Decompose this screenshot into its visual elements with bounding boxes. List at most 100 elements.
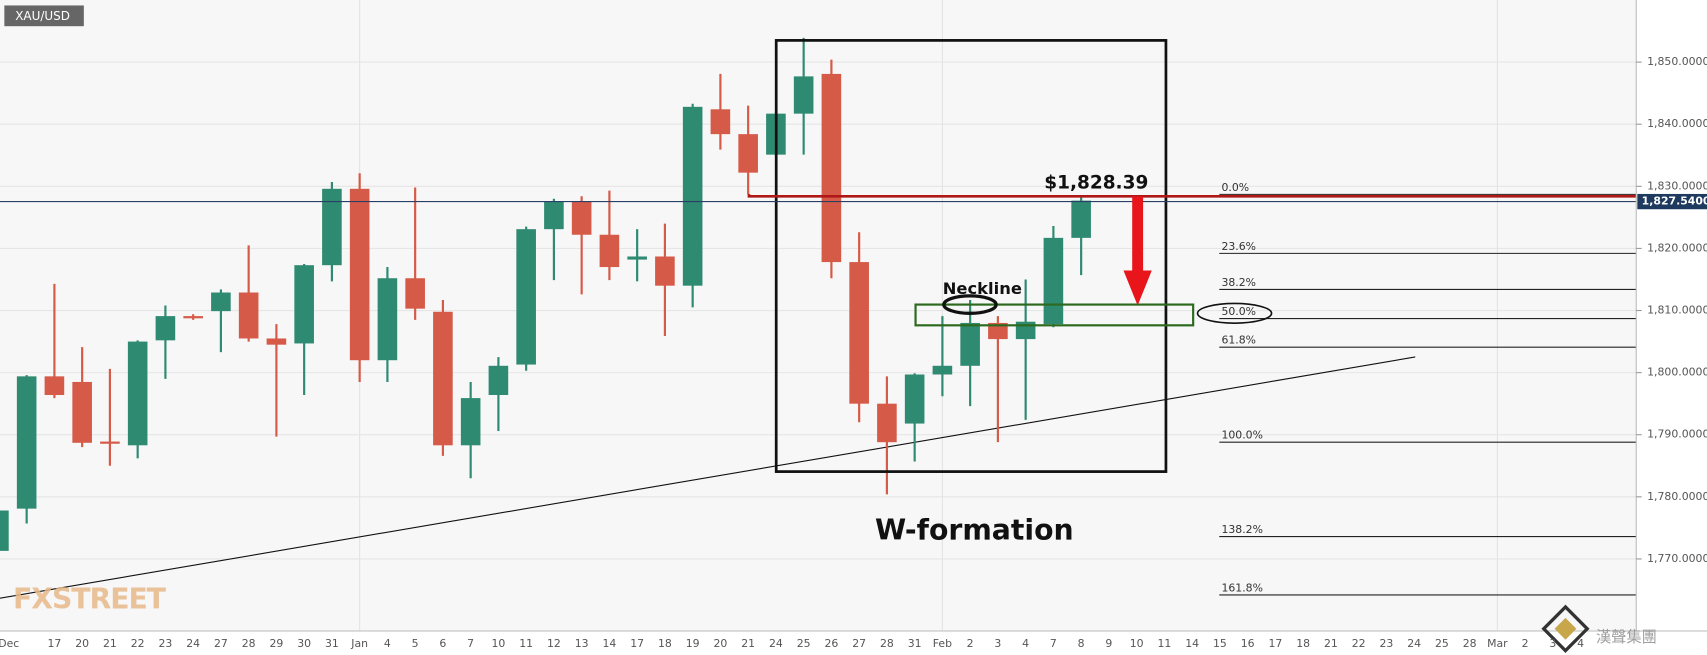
fib-label: 23.6% [1221,240,1256,253]
y-tick-label: 1,820.0000 [1647,241,1707,254]
candle-body [655,256,675,286]
x-tick-label: 6 [439,637,446,650]
x-tick-label: 8 [1078,637,1085,650]
x-tick-label: 17 [1268,637,1282,650]
candle-body [349,188,370,361]
x-tick-label: 28 [1463,637,1477,650]
fib-label: 50.0% [1221,305,1256,318]
neckline-ellipse [942,294,998,315]
candle-body [238,292,259,339]
x-tick-label: 20 [75,637,89,650]
x-tick-label: 18 [658,637,672,650]
x-tick-label: 3 [994,637,1001,650]
candle-body [44,376,65,395]
y-tick-label: 1,810.0000 [1647,304,1707,317]
candle-body [405,278,425,309]
candle-body [1043,237,1064,325]
target-line [747,194,1637,198]
y-tick-label: 1,840.0000 [1647,117,1707,130]
candle-body [1071,200,1091,238]
neckline-zone [914,303,1195,327]
candle-body [793,76,814,114]
x-tick-label: Jan [350,637,368,650]
fib-label: 0.0% [1221,181,1249,194]
candle-body [599,234,620,268]
candle-body [294,265,314,344]
x-tick-label: 25 [797,637,811,650]
candle-body [72,381,92,443]
candle-body [127,341,148,446]
x-tick-label: 2 [967,637,974,650]
watermark-icon [1554,617,1577,640]
y-tick-label: 1,790.0000 [1647,428,1707,441]
x-tick-label: 16 [1241,637,1255,650]
x-tick-label: 27 [852,637,866,650]
fib-label: 61.8% [1221,334,1256,347]
x-tick-label: Feb [933,637,952,650]
x-tick-label: 28 [242,637,256,650]
candle-body [16,376,37,509]
overlay: $1,828.39 [0,173,1637,306]
candle-body [155,316,176,341]
x-tick-label: 24 [769,637,783,650]
candle-body [100,441,120,444]
x-tick-label: 27 [214,637,228,650]
fib-label: 138.2% [1221,523,1262,536]
candle-body [738,134,758,173]
annotation: Neckline [943,279,1022,298]
x-tick-label: Dec [0,637,19,650]
x-tick-label: 29 [269,637,283,650]
x-tick-label: 7 [1050,637,1057,650]
candle-body [877,403,897,443]
x-tick-label: 11 [1157,637,1171,650]
candle-body [322,188,342,266]
x-tick-label: 26 [824,637,838,650]
x-tick-label: 30 [297,637,311,650]
symbol-badge [4,5,84,27]
plot-background [0,0,1636,631]
watermark-icon [1541,604,1590,653]
x-tick-label: 28 [880,637,894,650]
x-tick-label: 14 [602,637,616,650]
candle-body [516,229,536,365]
x-tick-label: 24 [186,637,200,650]
x-tick-label: 3 [1549,637,1556,650]
last-price-box [1637,193,1707,210]
candle-body [488,365,509,395]
fib-label: 100.0% [1221,429,1262,442]
x-tick-label: 25 [1435,637,1449,650]
x-tick-label: 7 [467,637,474,650]
last-price-label: 1,827.5400 [1642,195,1707,208]
fib-ellipse [1196,302,1273,324]
candle-body [710,109,731,135]
x-tick-label: 31 [325,637,339,650]
candle-body [183,316,203,319]
candle-body [0,510,9,551]
x-tick-label: 4 [1022,637,1029,650]
candle-body [211,292,231,312]
x-tick-label: 22 [131,637,145,650]
x-tick-label: 18 [1296,637,1310,650]
candle-body [682,106,703,286]
x-tick-label: 14 [1185,637,1199,650]
x-tick-label: 12 [547,637,561,650]
annotation: W-formation [875,514,1074,547]
candle-body [960,322,980,366]
x-tick-label: 17 [47,637,61,650]
candle-body [544,201,564,230]
x-tick-label: 23 [1379,637,1393,650]
x-tick-label: 4 [1577,637,1584,650]
x-tick-label: 10 [1130,637,1144,650]
y-tick-label: 1,830.0000 [1647,179,1707,192]
x-tick-label: 21 [1324,637,1338,650]
x-tick-label: 24 [1407,637,1421,650]
candles [0,37,1091,551]
candle-body [988,322,1008,340]
candle-body [571,201,592,235]
x-tick-label: 19 [686,637,700,650]
y-tick-label: 1,800.0000 [1647,366,1707,379]
y-tick-label: 1,780.0000 [1647,490,1707,503]
x-tick-label: 17 [630,637,644,650]
logo: FXSTREET [13,582,167,615]
